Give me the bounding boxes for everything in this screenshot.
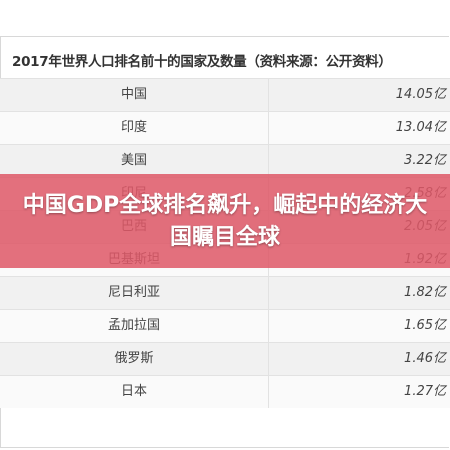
country-cell: 日本 (0, 376, 269, 408)
population-cell: 13.04亿 (395, 120, 446, 135)
country-cell: 尼日利亚 (0, 277, 269, 309)
headline: 中国GDP全球排名飙升，崛起中的经济大国瞩目全球 (22, 193, 428, 250)
country-cell: 孟加拉国 (0, 310, 269, 342)
table-row: 日本 1.27亿 (0, 375, 450, 408)
population-cell: 3.22亿 (404, 153, 446, 168)
table-row: 俄罗斯 1.46亿 (0, 342, 450, 375)
population-cell: 1.27亿 (404, 384, 446, 399)
population-cell: 1.65亿 (404, 318, 446, 333)
population-cell: 1.82亿 (404, 285, 446, 300)
table-row: 印度 13.04亿 (0, 111, 450, 144)
headline-banner (0, 174, 450, 268)
table-row: 中国 14.05亿 (0, 78, 450, 111)
table-title: 2017年世界人口排名前十的国家及数量（资料来源：公开资料） (12, 54, 392, 70)
table-row: 尼日利亚 1.82亿 (0, 276, 450, 309)
country-cell: 俄罗斯 (0, 343, 269, 375)
table-row: 孟加拉国 1.65亿 (0, 309, 450, 342)
country-cell: 美国 (0, 145, 269, 177)
country-cell: 中国 (0, 79, 269, 111)
population-cell: 14.05亿 (395, 87, 446, 102)
table-row: 美国 3.22亿 (0, 144, 450, 177)
population-cell: 1.46亿 (404, 351, 446, 366)
country-cell: 印度 (0, 112, 269, 144)
